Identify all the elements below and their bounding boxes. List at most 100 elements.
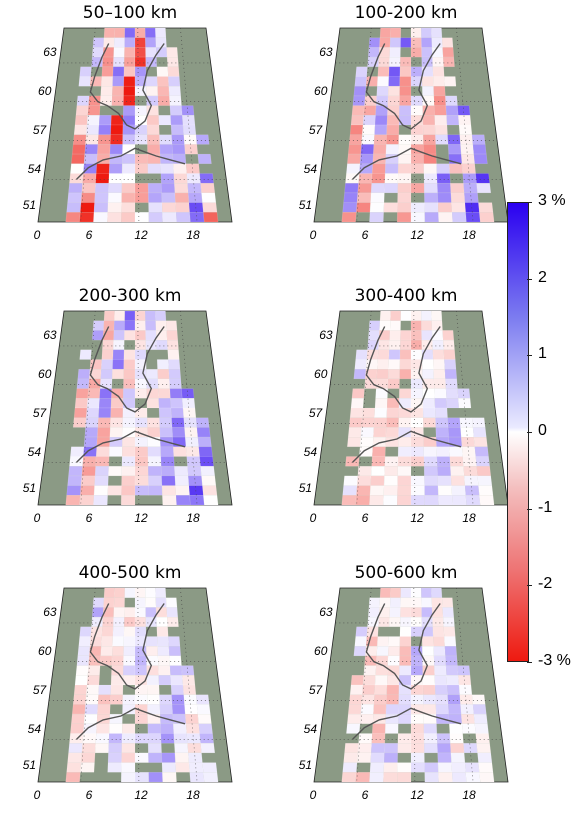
anomaly-cell: [355, 66, 368, 77]
latitude-label: 60: [314, 84, 328, 99]
anomaly-cell: [376, 86, 389, 97]
anomaly-cell: [389, 320, 401, 331]
anomaly-cell: [387, 95, 400, 106]
anomaly-cell: [361, 134, 375, 145]
anomaly-cell: [113, 339, 125, 350]
anomaly-cell: [451, 495, 467, 506]
anomaly-cell: [438, 772, 453, 783]
anomaly-cell: [148, 485, 163, 496]
anomaly-cell: [465, 772, 481, 783]
anomaly-cell: [134, 37, 146, 48]
anomaly-cell: [472, 427, 487, 438]
anomaly-cell: [462, 456, 477, 467]
anomaly-cell: [370, 752, 385, 763]
anomaly-cell: [186, 733, 201, 744]
anomaly-cell: [423, 456, 438, 467]
anomaly-cell: [399, 655, 412, 666]
anomaly-cell: [124, 320, 136, 331]
longitude-label: 0: [33, 511, 41, 525]
anomaly-cell: [399, 86, 412, 97]
anomaly-cell: [399, 66, 412, 77]
colorbar: [507, 202, 529, 662]
anomaly-cell: [461, 153, 475, 164]
anomaly-cell: [348, 417, 363, 428]
anomaly-cell: [362, 684, 376, 695]
anomaly-cell: [432, 636, 445, 647]
anomaly-cell: [434, 675, 448, 686]
anomaly-cell: [157, 95, 171, 106]
anomaly-cell: [97, 417, 111, 428]
anomaly-cell: [397, 456, 412, 467]
anomaly-cell: [410, 388, 423, 399]
anomaly-cell: [421, 37, 433, 48]
anomaly-cell: [114, 587, 126, 598]
anomaly-cell: [383, 485, 398, 496]
anomaly-cell: [108, 466, 123, 477]
anomaly-cell: [86, 407, 100, 418]
anomaly-cell: [70, 163, 85, 174]
anomaly-cell: [123, 646, 136, 657]
longitude-label: 18: [186, 788, 200, 802]
anomaly-cell: [370, 475, 385, 486]
anomaly-cell: [362, 407, 376, 418]
anomaly-cell: [422, 398, 436, 409]
anomaly-cell: [87, 388, 101, 399]
anomaly-cell: [195, 694, 210, 705]
anomaly-cell: [479, 495, 495, 506]
anomaly-cell: [423, 144, 437, 155]
anomaly-cell: [134, 733, 149, 744]
anomaly-cell: [396, 212, 412, 223]
anomaly-cell: [410, 134, 424, 145]
anomaly-cell: [351, 105, 365, 116]
anomaly-cell: [421, 359, 434, 370]
anomaly-cell: [370, 743, 385, 754]
anomaly-cell: [361, 417, 375, 428]
anomaly-cell: [446, 675, 460, 686]
anomaly-cell: [450, 752, 466, 763]
anomaly-cell: [464, 475, 479, 486]
anomaly-cell: [68, 743, 83, 754]
anomaly-cell: [158, 398, 172, 409]
anomaly-cell: [168, 76, 181, 87]
anomaly-cell: [370, 192, 385, 203]
anomaly-cell: [436, 446, 450, 457]
latitude-label: 60: [314, 367, 328, 382]
anomaly-cell: [374, 398, 388, 409]
anomaly-cell: [473, 713, 488, 724]
longitude-gridline: [80, 27, 96, 223]
anomaly-cell: [169, 388, 183, 399]
anomaly-cell: [388, 349, 401, 360]
anomaly-cell: [420, 27, 432, 38]
anomaly-cell: [347, 153, 361, 164]
anomaly-cell: [410, 616, 423, 627]
anomaly-cell: [123, 56, 136, 67]
anomaly-cell: [158, 407, 172, 418]
anomaly-cell: [410, 752, 425, 763]
map-panel: 100-200 km 63 60 57 54 51 0 6 12 18: [299, 0, 509, 260]
anomaly-cell: [374, 684, 388, 695]
anomaly-cell: [71, 153, 85, 164]
anomaly-cell: [377, 349, 390, 360]
anomaly-cell: [188, 475, 203, 486]
anomaly-cell: [398, 436, 412, 447]
anomaly-cell: [362, 675, 376, 686]
anomaly-cell: [184, 427, 198, 438]
anomaly-cell: [202, 762, 218, 773]
anomaly-cell: [181, 665, 195, 676]
anomaly-cell: [173, 163, 187, 174]
anomaly-cell: [379, 27, 391, 38]
anomaly-cell: [384, 173, 399, 184]
longitude-label: 6: [85, 511, 93, 525]
anomaly-cell: [350, 675, 364, 686]
anomaly-cell: [155, 37, 167, 48]
anomaly-cell: [147, 144, 161, 155]
anomaly-cell: [145, 616, 157, 627]
anomaly-cell: [77, 646, 91, 657]
colorbar-tick-label: 2: [538, 268, 547, 286]
anomaly-cell: [461, 713, 475, 724]
anomaly-cell: [374, 407, 388, 418]
anomaly-cell: [107, 202, 122, 213]
anomaly-cell: [389, 597, 401, 608]
anomaly-cell: [111, 369, 124, 380]
anomaly-cell: [458, 684, 473, 695]
